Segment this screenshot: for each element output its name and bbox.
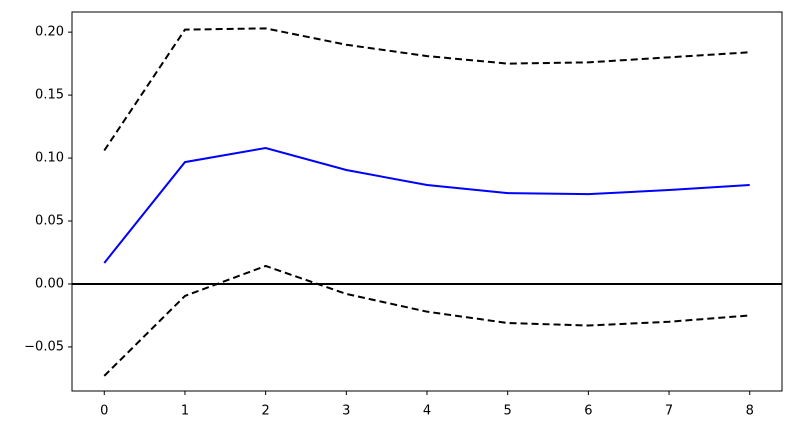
x-tick-label: 8 [746, 404, 754, 419]
x-tick-label: 1 [181, 404, 189, 419]
x-tick-label: 7 [665, 404, 673, 419]
series-line [103, 264, 750, 377]
x-tick-label: 5 [504, 404, 512, 419]
series-line [103, 27, 750, 152]
x-tick-label: 0 [100, 404, 108, 419]
x-tick-label: 3 [342, 404, 350, 419]
y-tick-label: 0.15 [35, 88, 64, 103]
y-tick-label: 0.20 [35, 25, 64, 40]
y-tick-label: 0.00 [35, 276, 64, 291]
y-tick-label: 0.10 [35, 151, 64, 166]
y-tick-label: 0.05 [35, 214, 64, 229]
x-tick-label: 2 [261, 404, 269, 419]
plot-frame [71, 11, 783, 392]
x-tick-label: 4 [423, 404, 431, 419]
series-line [103, 146, 750, 264]
y-tick-label: −0.05 [24, 339, 64, 354]
x-tick-label: 6 [584, 404, 592, 419]
